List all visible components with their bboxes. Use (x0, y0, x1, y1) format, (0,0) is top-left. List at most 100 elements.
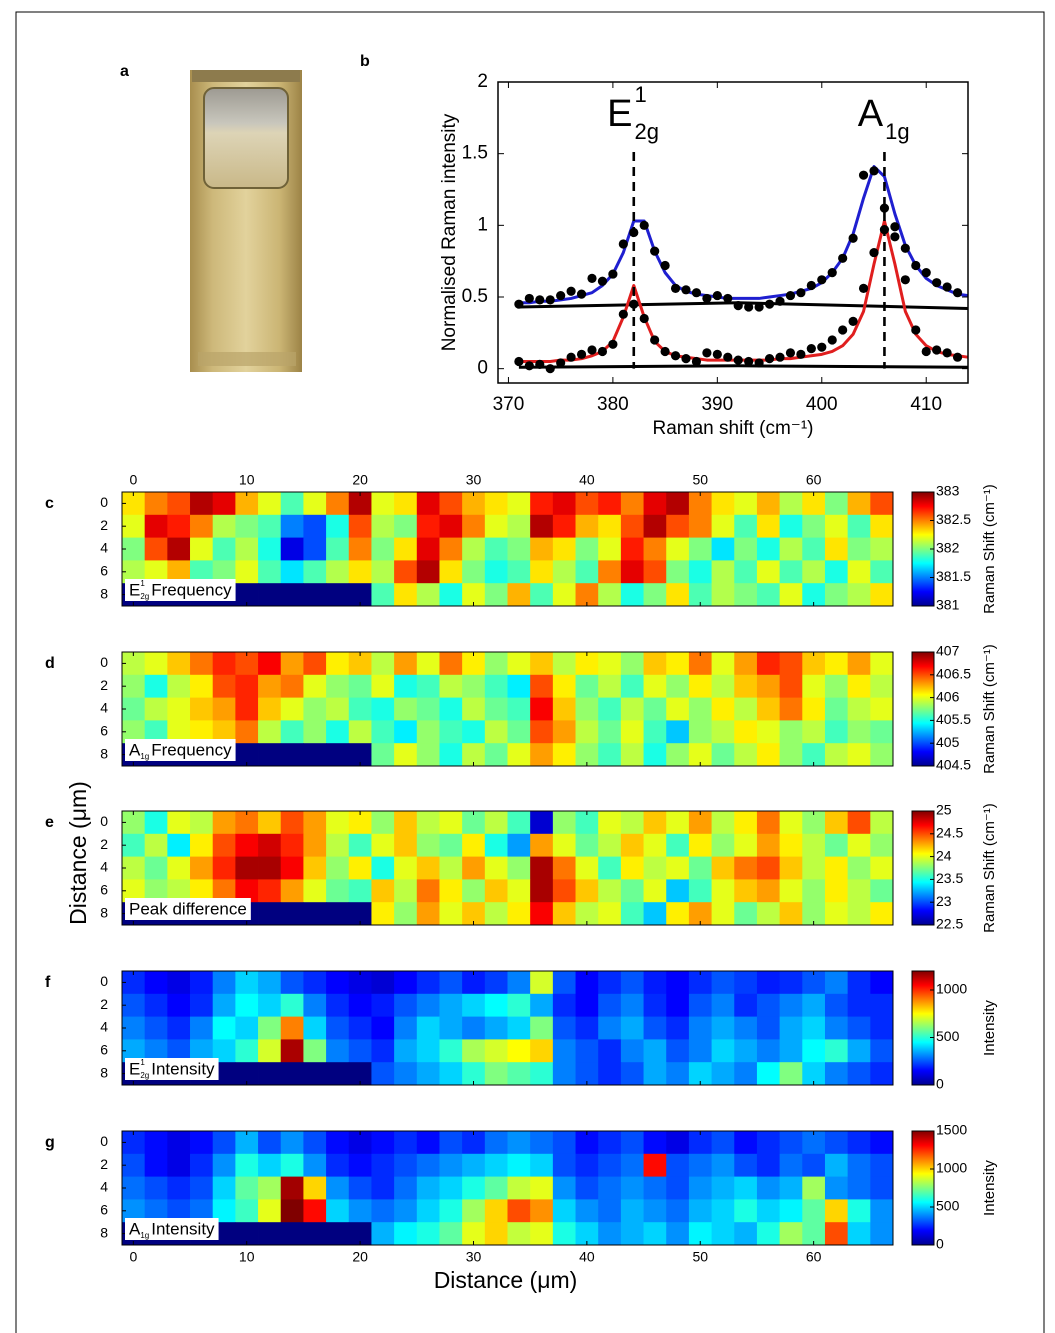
heat-cell (711, 720, 735, 744)
heat-cell (824, 811, 849, 835)
x-tick-label: 390 (701, 394, 733, 415)
heat-cell (303, 697, 327, 721)
heat-cell (371, 1016, 395, 1040)
heat-cell (371, 1176, 395, 1200)
x-tick-label: 10 (239, 1249, 255, 1265)
heat-cell (326, 1016, 350, 1040)
heat-cell (212, 1131, 236, 1155)
heat-cell (212, 993, 236, 1017)
heat-cell (779, 811, 803, 835)
heat-cell (258, 902, 282, 926)
inset-text: Frequency (151, 740, 232, 759)
heat-cell (620, 514, 644, 538)
data-point (545, 295, 555, 305)
heat-cell (235, 674, 259, 698)
heat-cell (598, 902, 622, 926)
data-point (869, 166, 879, 176)
heat-cell (824, 993, 849, 1017)
heat-cell (212, 514, 236, 538)
heat-cell (666, 537, 690, 561)
heat-cell (439, 1199, 463, 1223)
heat-cell (280, 1062, 304, 1086)
heat-cell (598, 492, 622, 516)
heat-cell (870, 720, 894, 744)
heat-cell (575, 1199, 599, 1223)
heat-cell (779, 1131, 803, 1155)
heat-cell (870, 537, 894, 561)
heat-cell (190, 1131, 214, 1155)
data-point (785, 348, 796, 358)
heat-cell (280, 652, 304, 676)
heat-cell (258, 811, 282, 835)
heat-cell (688, 971, 712, 995)
heat-cell (258, 1176, 282, 1200)
heat-cell (575, 902, 599, 926)
x-tick-label: 50 (692, 1249, 708, 1265)
heat-cell (326, 833, 350, 857)
heat-cell (507, 492, 531, 516)
heat-cell (666, 879, 690, 903)
heat-cell (122, 1199, 146, 1223)
heat-cell (462, 514, 486, 538)
heat-cell (303, 1199, 327, 1223)
heat-cell (280, 697, 304, 721)
heat-cell (507, 971, 531, 995)
heat-cell (575, 833, 599, 857)
colorbar-tick-label: 23.5 (936, 870, 963, 886)
heat-cell (371, 993, 395, 1017)
heat-cell (258, 583, 282, 607)
heat-cell (779, 1199, 803, 1223)
heat-cell (802, 743, 826, 767)
heat-cell (802, 720, 826, 744)
heat-cell (348, 1039, 372, 1063)
heat-cell (122, 971, 146, 995)
heat-cell (122, 492, 146, 516)
heat-cell (507, 1016, 531, 1040)
heat-cell (235, 697, 259, 721)
heat-cell (462, 743, 486, 767)
heat-cell (734, 1199, 758, 1223)
heat-cell (756, 1016, 781, 1040)
heat-cell (439, 537, 463, 561)
heat-cell (212, 811, 236, 835)
heat-cell (122, 1153, 146, 1177)
heat-cell (303, 833, 327, 857)
colorbar-tick-label: 382.5 (936, 511, 971, 527)
data-point (911, 325, 921, 335)
heat-cell (348, 993, 372, 1017)
heat-cell (666, 1062, 690, 1086)
x-tick-label: 50 (692, 472, 708, 488)
heat-cell (756, 1176, 781, 1200)
heat-cell (190, 879, 214, 903)
heat-cell (212, 833, 236, 857)
heat-cell (802, 1176, 826, 1200)
line-series (518, 219, 969, 363)
y-tick-label: 8 (100, 585, 108, 601)
heat-cell (190, 993, 214, 1017)
heat-cell (666, 492, 690, 516)
heat-cell (598, 971, 622, 995)
heat-cell (258, 993, 282, 1017)
heat-cell (756, 1199, 781, 1223)
heat-cell (552, 833, 576, 857)
heat-cell (439, 902, 463, 926)
inset-label: Peak difference (125, 898, 251, 920)
heat-cell (643, 560, 667, 584)
heat-cell (416, 697, 440, 721)
data-point (702, 348, 712, 358)
heat-cell (711, 583, 735, 607)
heat-cell (552, 1199, 576, 1223)
heat-cell (484, 879, 508, 903)
heat-cell (620, 1176, 644, 1200)
heat-cell (484, 514, 508, 538)
heat-cell (598, 1199, 622, 1223)
vial-base (198, 352, 296, 366)
inset-text: Frequency (151, 580, 232, 599)
heat-cell (212, 1153, 236, 1177)
heat-cell (371, 514, 395, 538)
heat-cell (552, 1176, 576, 1200)
heat-cell (507, 1062, 531, 1086)
heat-cell (235, 993, 259, 1017)
heat-cell (394, 1176, 418, 1200)
heat-cell (688, 1199, 712, 1223)
